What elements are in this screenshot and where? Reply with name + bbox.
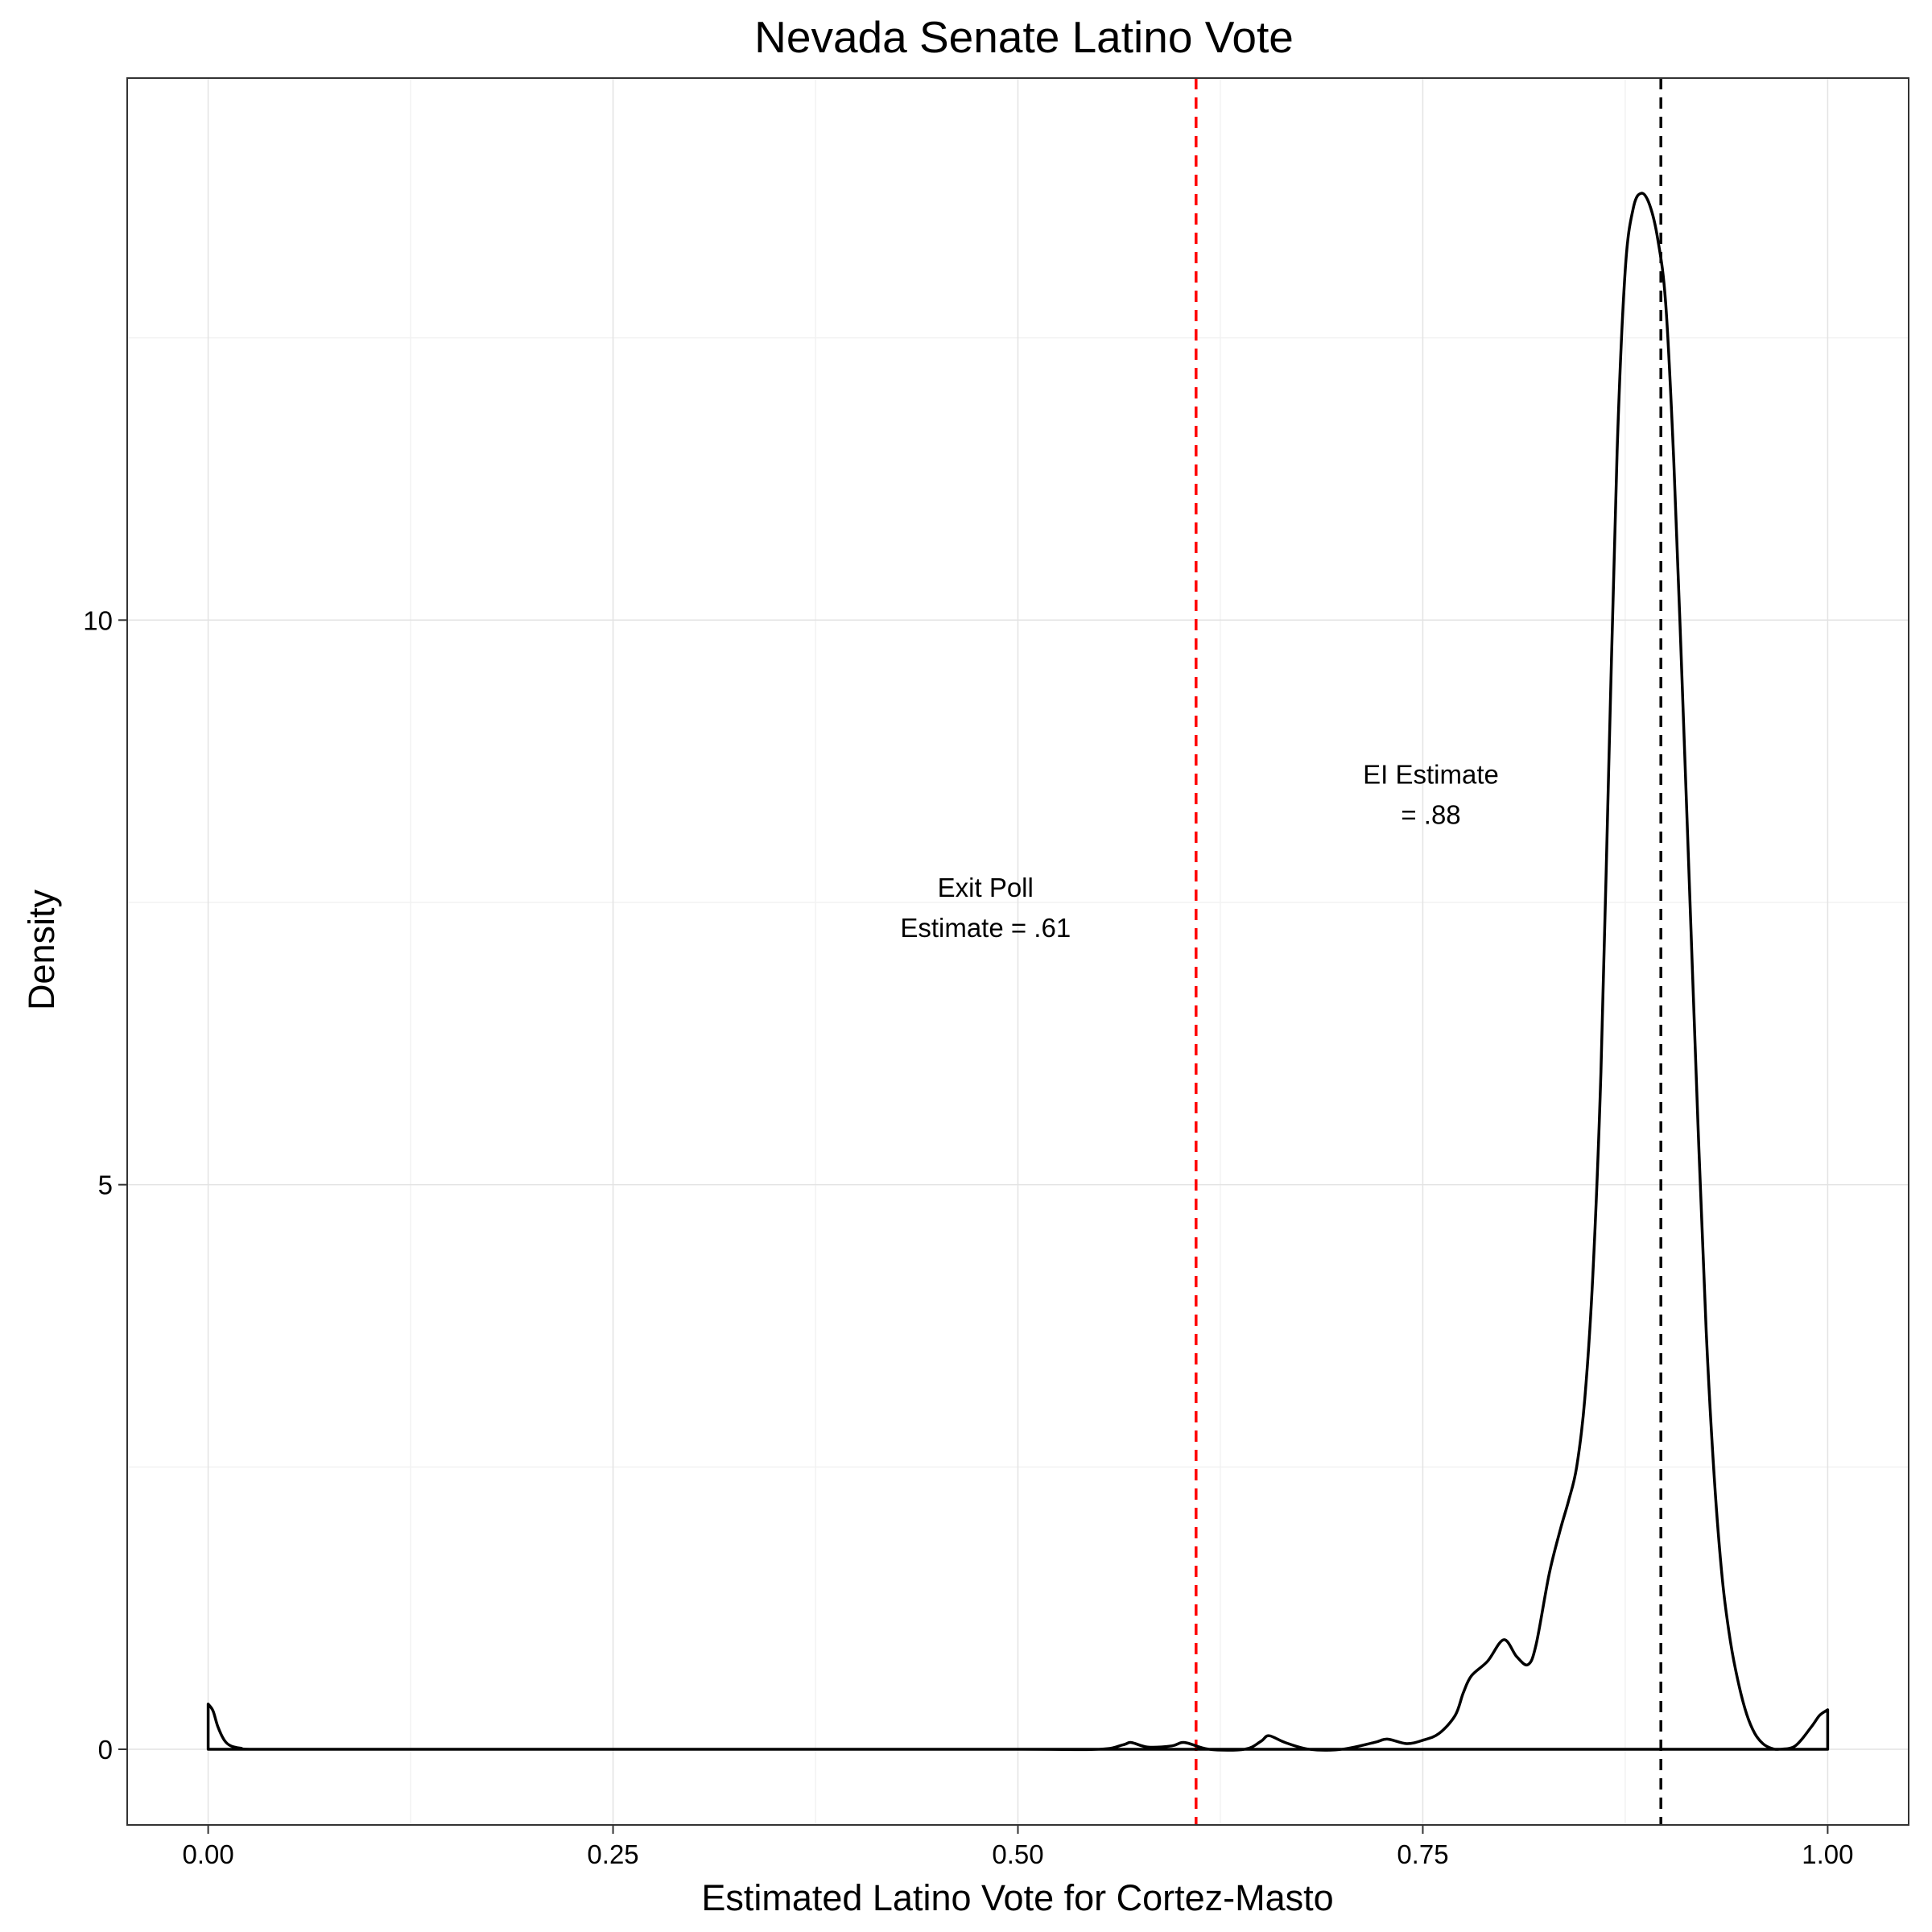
exit-poll-annotation-line: Estimate = .61 [900,913,1071,943]
y-axis-title: Density [21,889,62,1010]
ei-estimate-annotation-line: = .88 [1401,800,1460,830]
x-tick-label: 0.25 [587,1839,638,1869]
y-tick-label: 5 [98,1170,113,1200]
chart-title: Nevada Senate Latino Vote [754,12,1294,62]
ei-estimate-annotation-line: EI Estimate [1363,760,1499,790]
density-series [206,192,1830,1752]
x-tick-label: 0.00 [182,1839,233,1869]
y-axis-ticks: 0 5 10 [83,605,127,1765]
exit-poll-annotation-line: Exit Poll [938,873,1034,902]
y-tick-label: 0 [98,1735,113,1765]
x-tick-label: 0.75 [1397,1839,1448,1869]
reference-lines [1195,78,1662,1825]
x-tick-label: 0.50 [992,1839,1043,1869]
annotations: Exit Poll Estimate = .61 EI Estimate = .88 [900,760,1499,943]
y-tick-label: 10 [83,605,113,635]
x-axis-ticks: 0.00 0.25 0.50 0.75 1.00 [182,1825,1854,1869]
x-axis-title: Estimated Latino Vote for Cortez-Masto [701,1877,1333,1918]
x-tick-label: 1.00 [1802,1839,1853,1869]
density-curve [206,192,1830,1752]
